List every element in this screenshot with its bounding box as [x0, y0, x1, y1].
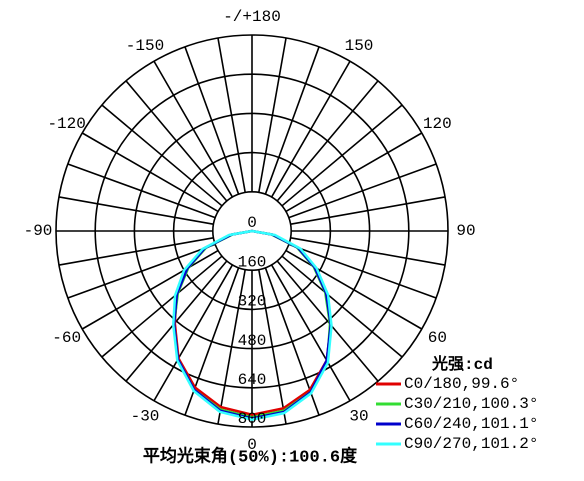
- theta-tick-label: -150: [126, 37, 164, 55]
- r-tick-label: 800: [238, 410, 267, 428]
- grid-spoke-minor: [258, 269, 287, 425]
- theta-tick-label: -90: [24, 222, 53, 240]
- grid-spoke-minor: [281, 255, 403, 358]
- caption: 平均光束角(50%):100.6度: [143, 445, 358, 467]
- grid-spoke: [285, 132, 423, 213]
- grid-spoke-minor: [58, 237, 214, 266]
- grid-spoke: [81, 249, 219, 330]
- grid-spoke-minor: [276, 80, 379, 202]
- theta-tick-label: 120: [423, 115, 452, 133]
- grid-spoke: [270, 264, 351, 402]
- grid-spoke-minor: [125, 260, 228, 382]
- grid-spoke-minor: [217, 37, 246, 193]
- grid-spoke-minor: [67, 163, 216, 219]
- r-tick-label: 480: [238, 332, 267, 350]
- theta-tick-label: -/+180: [223, 8, 281, 26]
- grid-spoke-minor: [288, 163, 437, 219]
- legend-label: C0/180,99.6°: [404, 375, 519, 393]
- grid-spoke-minor: [101, 104, 223, 207]
- grid-spoke-minor: [184, 46, 240, 195]
- grid-spoke-minor: [264, 46, 320, 195]
- legend-title: 光强:cd: [431, 354, 493, 374]
- r-tick-label: 160: [238, 253, 267, 271]
- grid-spoke-minor: [290, 196, 446, 225]
- grid-spoke-minor: [101, 255, 223, 358]
- theta-tick-label: 60: [428, 329, 447, 347]
- theta-tick-label: 150: [345, 37, 374, 55]
- theta-tick-label: 0: [247, 436, 257, 454]
- grid-spoke-minor: [281, 104, 403, 207]
- grid-spoke-minor: [184, 267, 240, 416]
- grid-spoke-minor: [217, 269, 246, 425]
- grid-spoke: [270, 60, 351, 198]
- grid: [55, 34, 449, 428]
- grid-spoke: [153, 264, 234, 402]
- grid-spoke-minor: [58, 196, 214, 225]
- grid-spoke-minor: [125, 80, 228, 202]
- theta-tick-label: -120: [47, 115, 85, 133]
- grid-spoke-minor: [258, 37, 287, 193]
- grid-spoke-minor: [67, 243, 216, 299]
- theta-tick-label: -60: [52, 329, 81, 347]
- grid-spoke-minor: [288, 243, 437, 299]
- grid-spoke-minor: [290, 237, 446, 266]
- r-tick-label: 320: [238, 293, 267, 311]
- theta-tick-label: 90: [456, 222, 475, 240]
- legend-label: C30/210,100.3°: [404, 395, 538, 413]
- legend-label: C90/270,101.2°: [404, 435, 538, 453]
- grid-spoke-minor: [276, 260, 379, 382]
- grid-spoke: [285, 249, 423, 330]
- grid-spoke: [81, 132, 219, 213]
- r-tick-label: 0: [247, 214, 257, 232]
- r-tick-label: 640: [238, 371, 267, 389]
- intensity-curve: [172, 229, 333, 421]
- theta-tick-label: 30: [349, 408, 368, 426]
- legend-label: C60/240,101.1°: [404, 415, 538, 433]
- grid-spoke: [153, 60, 234, 198]
- theta-tick-label: -30: [131, 408, 160, 426]
